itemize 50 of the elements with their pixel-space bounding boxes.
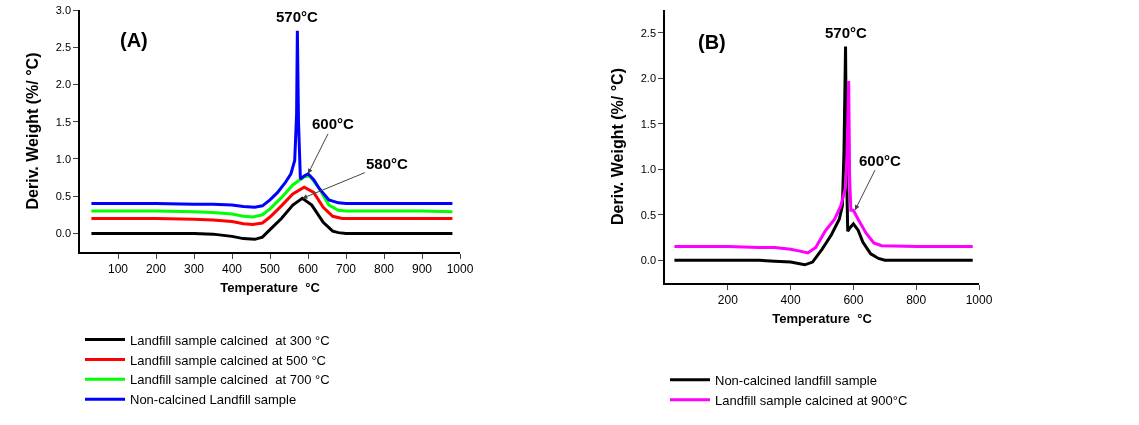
annotation: 600°C [312, 115, 355, 132]
x-tick-label: 200 [717, 293, 739, 308]
x-tick-label: 1000 [965, 293, 993, 308]
x-tick-label: 600 [843, 293, 864, 308]
line-series [89, 196, 454, 241]
y-tick-label: 1.0 [55, 152, 72, 165]
x-tick-label: 100 [107, 262, 129, 277]
annotation: 570°C [276, 8, 319, 25]
y-tick-label: 0.0 [55, 227, 72, 240]
x-tick-label: 800 [906, 293, 927, 308]
x-tick-label: 200 [145, 262, 167, 277]
x-tick-label: 900 [411, 262, 433, 277]
y-axis-title: Deriv. Weight (%/ °C) [23, 52, 41, 210]
legend-label: Landfill sample calcined at 700 °C [130, 372, 330, 388]
line-series [89, 174, 454, 219]
y-tick-label: 0.5 [55, 190, 72, 202]
legend-label: Landfill sample calcined at 900°C [715, 392, 908, 408]
y-tick-label: 1.5 [55, 115, 72, 128]
annotation: 600°C [859, 152, 902, 169]
x-tick-label: 1000 [446, 262, 474, 277]
x-tick-label: 400 [221, 262, 243, 277]
x-axis-title: Temperature °C [220, 280, 321, 296]
annotation: 580°C [366, 155, 409, 172]
y-axis-title: Deriv. Weight (%/ °C) [608, 68, 626, 225]
y-tick-label: 3.0 [55, 3, 72, 16]
y-tick-label: 1.0 [640, 163, 657, 176]
y-tick-label: 0.0 [640, 254, 657, 267]
x-tick-label: 400 [780, 293, 801, 308]
x-tick-label: 600 [297, 262, 319, 277]
legend-label: Non-calcined landfill sample [715, 372, 877, 388]
x-tick-label: 800 [373, 262, 395, 277]
y-tick-label: 2.5 [55, 41, 72, 54]
legend-label: Landfill sample calcined at 500 °C [130, 352, 326, 368]
y-tick-label: 2.0 [640, 72, 657, 85]
y-tick-label: 2.5 [640, 26, 657, 39]
y-tick-label: 2.0 [55, 78, 72, 91]
y-tick-label: 1.5 [640, 117, 657, 130]
legend-label: Non-calcined Landfill sample [130, 392, 297, 408]
y-tick-label: 0.5 [640, 208, 657, 221]
annotation: 570°C [825, 24, 868, 41]
x-tick-label: 300 [183, 262, 205, 277]
annotation: (A) [120, 29, 148, 51]
x-axis-title: Temperature °C [772, 311, 873, 327]
legend-label: Landfill sample calcined at 300 °C [130, 332, 330, 348]
line-series [89, 185, 454, 226]
line-series [89, 29, 454, 209]
line-series [672, 79, 975, 255]
annotation: (B) [698, 31, 726, 53]
x-tick-label: 700 [335, 262, 357, 277]
x-tick-label: 500 [259, 262, 281, 277]
